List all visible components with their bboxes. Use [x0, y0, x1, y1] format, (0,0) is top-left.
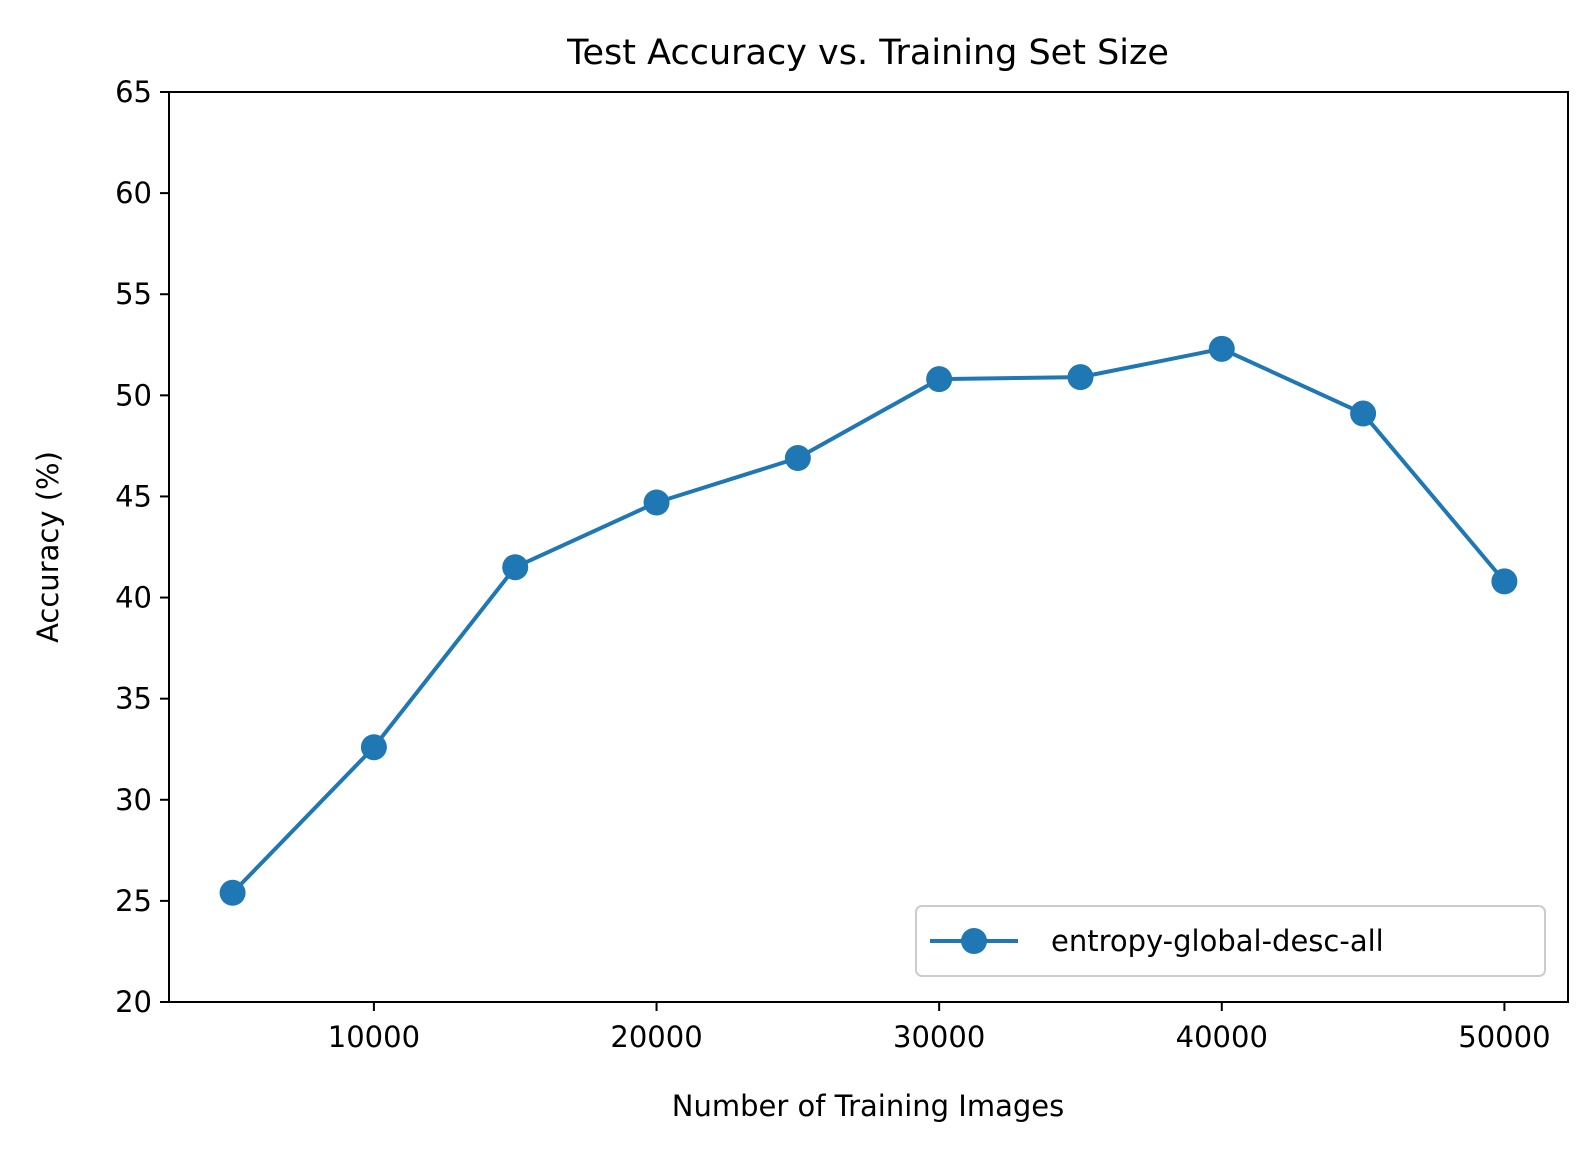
data-point	[784, 445, 811, 472]
y-tick-label: 20	[115, 985, 152, 1019]
series-line	[230, 346, 1507, 895]
y-tick-label: 45	[115, 479, 152, 513]
data-point	[643, 489, 670, 516]
data-point	[360, 734, 387, 761]
legend: entropy-global-desc-all	[915, 905, 1546, 977]
plot-frame	[168, 91, 1569, 1003]
y-tick-label: 50	[115, 378, 152, 412]
x-axis-label: Number of Training Images	[672, 1089, 1064, 1123]
data-point	[219, 879, 246, 906]
x-tick-label: 40000	[1176, 1020, 1268, 1054]
y-axis-label: Accuracy (%)	[31, 451, 65, 643]
data-point	[1208, 335, 1235, 362]
x-tick-label: 10000	[328, 1020, 420, 1054]
data-point	[1350, 400, 1377, 427]
y-tick-label: 25	[115, 884, 152, 918]
y-tick-label: 65	[115, 75, 152, 109]
y-tick-label: 30	[115, 783, 152, 817]
x-tick-label: 30000	[893, 1020, 985, 1054]
y-tick-label: 40	[115, 581, 152, 615]
y-tick-label: 55	[115, 277, 152, 311]
data-point	[1067, 364, 1094, 391]
y-tick-label: 35	[115, 682, 152, 716]
legend-entry-label: entropy-global-desc-all	[1051, 924, 1384, 958]
series-layer	[219, 335, 1518, 906]
chart-title: Test Accuracy vs. Training Set Size	[566, 33, 1169, 73]
x-tick-label: 50000	[1458, 1020, 1550, 1054]
y-tick-label: 60	[115, 176, 152, 210]
data-point	[926, 366, 953, 393]
x-tick-label: 20000	[610, 1020, 702, 1054]
x-axis-ticks: 10000 20000 30000 40000 50000	[328, 1002, 1551, 1054]
data-point	[1491, 568, 1518, 595]
legend-box	[915, 905, 1546, 977]
data-point	[502, 554, 529, 581]
legend-marker-swatch	[961, 928, 987, 954]
y-axis-ticks: 20 25 30 35 40 45 50 55 60 65	[115, 75, 169, 1019]
